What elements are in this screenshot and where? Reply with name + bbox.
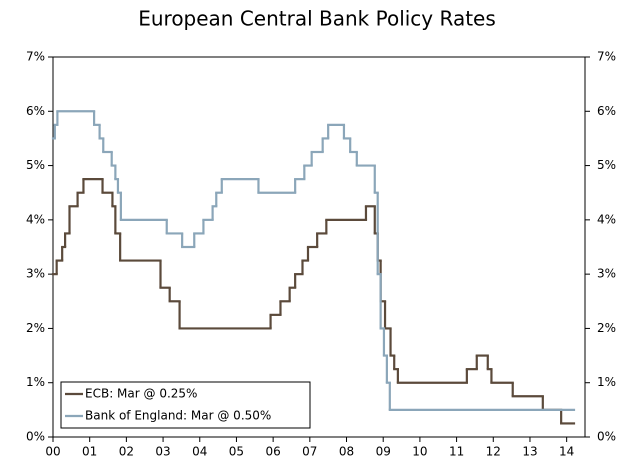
y-tick-label: 5% [26, 158, 45, 172]
y-tick-label: 7% [26, 50, 45, 64]
y-tick-label: 0% [26, 430, 45, 444]
legend-box [60, 381, 311, 429]
y2-tick-label: 4% [597, 212, 616, 226]
plot-frame [52, 56, 586, 438]
y2-tick-label: 6% [597, 104, 616, 118]
legend-label: ECB: Mar @ 0.25% [85, 387, 197, 401]
y-tick-label: 4% [26, 212, 45, 226]
x-tick-label: 01 [82, 445, 97, 459]
y2-tick-label: 0% [597, 430, 616, 444]
series-line [51, 110, 576, 411]
x-tick-label: 12 [486, 445, 501, 459]
x-tick-label: 09 [376, 445, 391, 459]
x-tick-label: 06 [265, 445, 280, 459]
y2-tick-label: 2% [597, 321, 616, 335]
y-tick-label: 1% [26, 375, 45, 389]
y2-tick-label: 3% [597, 267, 616, 281]
y-tick-label: 3% [26, 267, 45, 281]
x-tick-label: 07 [302, 445, 317, 459]
x-tick-label: 11 [449, 445, 464, 459]
y2-tick-label: 7% [597, 50, 616, 64]
x-tick-label: 10 [412, 445, 427, 459]
x-tick-label: 14 [559, 445, 574, 459]
chart-title: European Central Bank Policy Rates [138, 7, 496, 31]
y-tick-label: 2% [26, 321, 45, 335]
x-tick-label: 04 [192, 445, 207, 459]
y-tick-label: 6% [26, 104, 45, 118]
series-line [51, 178, 576, 425]
x-tick-label: 08 [339, 445, 354, 459]
x-tick-label: 02 [119, 445, 134, 459]
x-tick-label: 05 [229, 445, 244, 459]
y2-tick-label: 1% [597, 375, 616, 389]
x-tick-label: 00 [45, 445, 60, 459]
legend-label: Bank of England: Mar @ 0.50% [85, 409, 271, 423]
y2-tick-label: 5% [597, 158, 616, 172]
x-tick-label: 13 [522, 445, 537, 459]
x-tick-label: 03 [155, 445, 170, 459]
